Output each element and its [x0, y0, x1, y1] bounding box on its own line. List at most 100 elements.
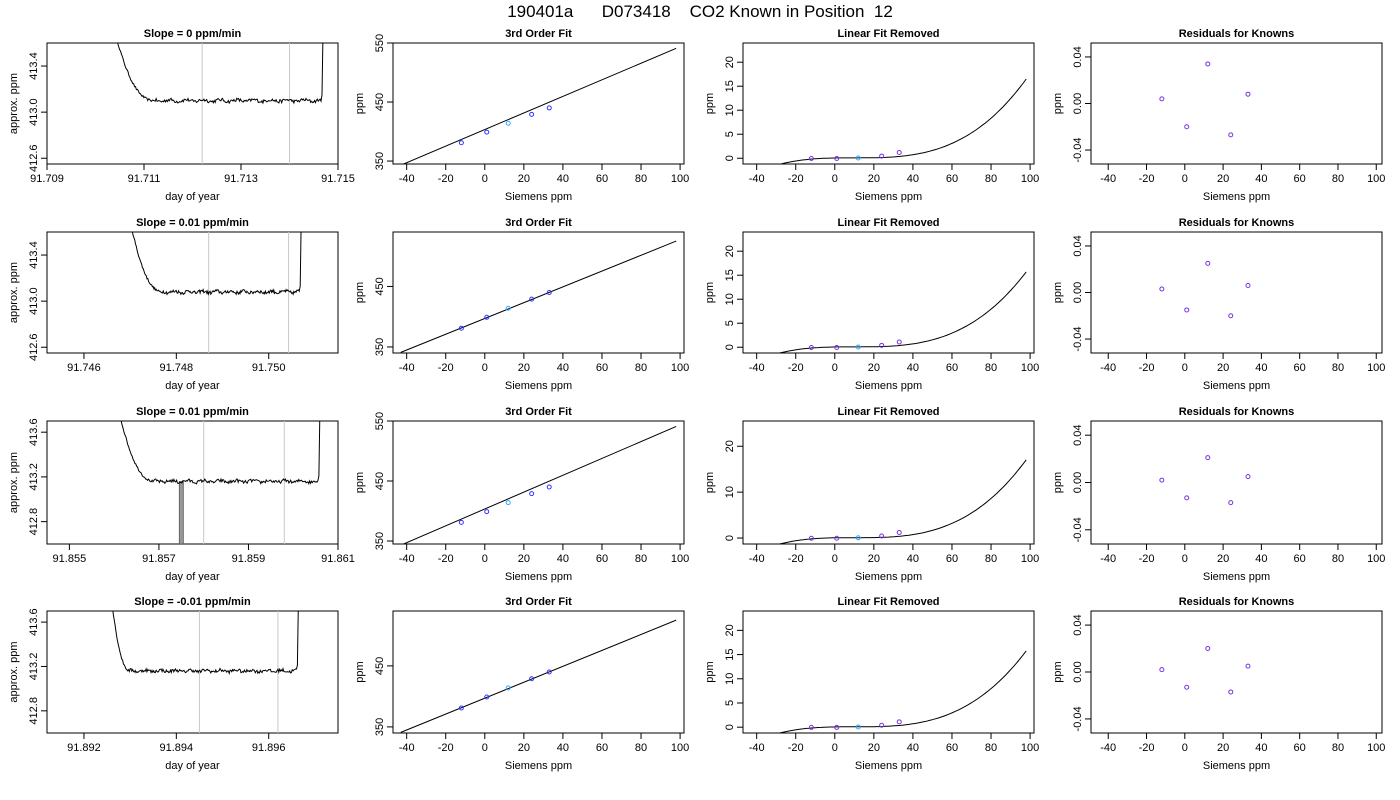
residual-point [1205, 260, 1211, 266]
x-tick-label: 60 [946, 742, 958, 754]
panel-title: Slope = 0.01 ppm/min [136, 406, 249, 418]
y-tick-label: 550 [374, 412, 386, 430]
x-tick-label: 0 [832, 173, 838, 185]
x-tick-label: 100 [671, 173, 689, 185]
x-tick-label: 20 [868, 362, 880, 374]
x-tick-label: 100 [1367, 173, 1385, 185]
panel-title: Linear Fit Removed [837, 596, 939, 608]
y-tick-label: 0.00 [1072, 93, 1084, 114]
x-axis-label: Siemens ppm [505, 760, 572, 772]
x-tick-label: 80 [985, 553, 997, 565]
residual-point [1205, 455, 1211, 461]
x-tick-label: -40 [1100, 742, 1116, 754]
panel-title: 3rd Order Fit [505, 596, 572, 608]
x-tick-label: 60 [1294, 553, 1306, 565]
plot-frame [1090, 42, 1383, 165]
x-tick-label: 91.896 [252, 742, 286, 754]
residual-point [1159, 667, 1165, 673]
y-tick-label: 450 [374, 93, 386, 111]
linres-panel-r1: Linear Fit Removed -40 -20 0 20 40 60 80 100 0 5 10… [704, 217, 1039, 392]
y-tick-label: 0.00 [1072, 282, 1084, 303]
data-point [808, 535, 814, 541]
x-tick-label: 80 [985, 742, 997, 754]
data-point [879, 342, 885, 348]
y-tick-label: -0.04 [1072, 517, 1084, 542]
plot-frame [392, 231, 685, 354]
data-point [458, 519, 464, 525]
x-tick-label: 20 [868, 553, 880, 565]
fit-panel-r3: 3rd Order Fit -40 -20 0 20 40 60 80 100 350 450 Sie… [354, 596, 689, 772]
y-tick-label: 450 [374, 472, 386, 490]
x-tick-label: 91.894 [160, 742, 194, 754]
trace-line [120, 421, 321, 486]
x-tick-label: 100 [1021, 553, 1039, 565]
x-tick-label: 0 [482, 173, 488, 185]
y-tick-label: 450 [374, 277, 386, 295]
plot-frame [392, 42, 685, 165]
data-point [896, 149, 902, 155]
x-tick-label: 80 [985, 173, 997, 185]
data-point [484, 509, 490, 515]
y-axis-label: ppm [1052, 661, 1064, 682]
y-tick-label: -0.04 [1072, 137, 1084, 162]
x-tick-label: -40 [1100, 553, 1116, 565]
plot-frame [742, 231, 1035, 354]
plot-frame [742, 610, 1035, 734]
x-tick-label: 91.857 [142, 553, 176, 565]
fit-curve [400, 619, 677, 733]
x-axis-label: Siemens ppm [1203, 380, 1270, 392]
x-tick-label: 80 [635, 742, 647, 754]
y-axis-label: ppm [704, 472, 716, 493]
resid-panel-r2: Residuals for Knowns -40 -20 0 20 40 60 80 100 -0… [1052, 406, 1385, 583]
x-tick-label: 91.715 [321, 173, 355, 185]
y-tick-label: 413.4 [28, 241, 40, 269]
residual-curve [777, 650, 1027, 733]
y-tick-label: 0.04 [1072, 235, 1084, 256]
data-point [529, 491, 535, 497]
x-axis-label: day of year [165, 380, 220, 392]
data-point [879, 722, 885, 728]
residual-point [1159, 477, 1165, 483]
x-tick-label: 91.859 [232, 553, 266, 565]
data-point [855, 535, 861, 541]
y-axis-label: approx. ppm [8, 73, 20, 134]
residual-point [1228, 689, 1234, 695]
x-tick-label: 40 [557, 173, 569, 185]
x-tick-label: 20 [518, 173, 530, 185]
residual-point [1245, 663, 1251, 669]
panel-title: 3rd Order Fit [505, 406, 572, 418]
x-tick-label: 100 [1021, 362, 1039, 374]
residual-curve [777, 459, 1027, 544]
data-point [896, 339, 902, 345]
y-tick-label: 0.00 [1072, 661, 1084, 682]
x-tick-label: -20 [788, 362, 804, 374]
x-tick-label: -40 [399, 553, 415, 565]
data-point [834, 344, 840, 350]
x-axis-label: day of year [165, 760, 220, 772]
data-point [529, 676, 535, 682]
y-tick-label: 20 [724, 56, 736, 68]
plot-area [1159, 455, 1251, 506]
x-axis-label: day of year [165, 571, 220, 583]
x-tick-label: 91.861 [321, 553, 355, 565]
linres-panel-r2: Linear Fit Removed -40 -20 0 20 40 60 80 100 0 10 2… [704, 406, 1039, 583]
x-tick-label: 60 [596, 742, 608, 754]
data-point [855, 344, 861, 350]
residual-point [1205, 646, 1211, 652]
x-axis-label: Siemens ppm [505, 571, 572, 583]
x-tick-label: -20 [438, 553, 454, 565]
x-tick-label: 91.750 [252, 362, 286, 374]
x-tick-label: -40 [749, 742, 765, 754]
y-axis-label: ppm [354, 93, 366, 114]
x-tick-label: 20 [868, 742, 880, 754]
y-axis-label: approx. ppm [8, 452, 20, 513]
x-tick-label: 91.711 [128, 173, 161, 185]
y-tick-label: 0.00 [1072, 472, 1084, 493]
x-tick-label: -20 [438, 362, 454, 374]
plot-frame [1090, 420, 1383, 545]
y-tick-label: 20 [724, 245, 736, 257]
x-tick-label: -20 [788, 553, 804, 565]
x-tick-label: 40 [1255, 553, 1267, 565]
x-tick-label: -40 [749, 362, 765, 374]
